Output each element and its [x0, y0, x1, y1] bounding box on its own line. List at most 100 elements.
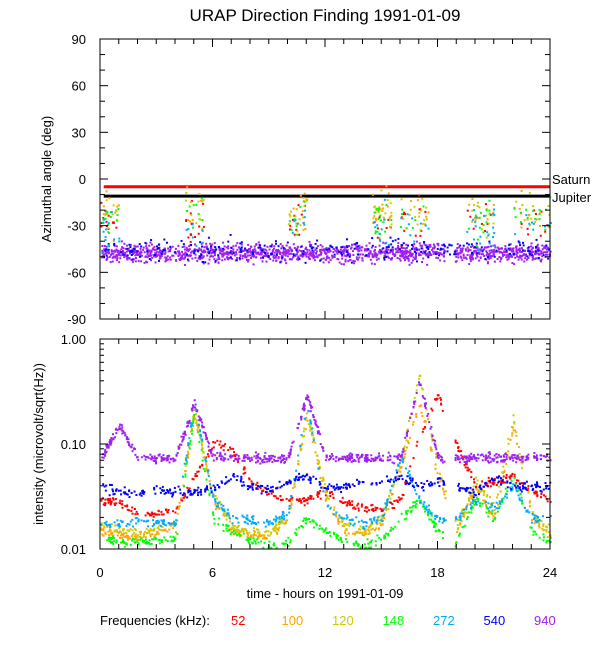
intensity-point-272: [355, 516, 357, 518]
intensity-point-940: [205, 435, 207, 437]
intensity-point-100: [294, 486, 296, 488]
intensity-point-52: [181, 500, 183, 502]
intensity-point-540: [179, 489, 181, 491]
direction-point-940: [340, 249, 342, 251]
direction-point-940: [151, 257, 153, 259]
direction-point-940: [411, 253, 413, 255]
direction-point-120: [383, 217, 385, 219]
intensity-point-272: [187, 444, 189, 446]
intensity-point-120: [408, 420, 410, 422]
direction-point-540: [278, 245, 280, 247]
direction-point-100: [103, 205, 105, 207]
direction-point-540: [106, 255, 108, 257]
intensity-point-272: [347, 516, 349, 518]
direction-point-940: [116, 245, 118, 247]
intensity-point-148: [392, 528, 394, 530]
intensity-point-148: [476, 498, 478, 500]
direction-point-540: [218, 246, 220, 248]
intensity-point-272: [386, 501, 388, 503]
intensity-point-540: [338, 488, 340, 490]
intensity-point-52: [158, 510, 160, 512]
intensity-point-52: [232, 448, 234, 450]
intensity-point-100: [348, 532, 350, 534]
intensity-point-120: [476, 483, 478, 485]
intensity-point-540: [141, 490, 143, 492]
direction-point-940: [366, 245, 368, 247]
direction-point-540: [535, 246, 537, 248]
intensity-point-540: [241, 485, 243, 487]
intensity-point-940: [403, 450, 405, 452]
intensity-point-52: [329, 492, 331, 494]
intensity-point-540: [167, 490, 169, 492]
direction-point-940: [430, 254, 432, 256]
intensity-point-540: [422, 486, 424, 488]
intensity-point-148: [390, 527, 392, 529]
intensity-point-540: [240, 478, 242, 480]
direction-point-120: [422, 223, 424, 225]
direction-point-940: [368, 253, 370, 255]
direction-point-940: [180, 258, 182, 260]
intensity-point-100: [385, 509, 387, 511]
direction-point-940: [210, 253, 212, 255]
intensity-point-272: [343, 517, 345, 519]
intensity-point-120: [314, 442, 316, 444]
intensity-point-940: [506, 454, 508, 456]
direction-point-148: [382, 221, 384, 223]
direction-point-940: [160, 257, 162, 259]
intensity-point-940: [255, 451, 257, 453]
direction-point-940: [274, 252, 276, 254]
intensity-point-540: [518, 487, 520, 489]
direction-point-940: [466, 258, 468, 260]
intensity-point-120: [254, 531, 256, 533]
intensity-point-52: [317, 491, 319, 493]
direction-point-272: [292, 232, 294, 234]
direction-point-148: [527, 217, 529, 219]
intensity-point-272: [162, 523, 164, 525]
intensity-point-148: [192, 418, 194, 420]
direction-point-52: [527, 228, 529, 230]
direction-point-940: [501, 248, 503, 250]
direction-point-540: [421, 247, 423, 249]
direction-point-940: [203, 255, 205, 257]
direction-point-940: [291, 250, 293, 252]
direction-point-100: [304, 228, 306, 230]
intensity-point-120: [258, 532, 260, 534]
intensity-point-540: [532, 489, 534, 491]
direction-point-940: [272, 260, 274, 262]
intensity-point-272: [376, 522, 378, 524]
direction-point-940: [467, 247, 469, 249]
intensity-point-540: [426, 480, 428, 482]
direction-point-940: [275, 257, 277, 259]
intensity-point-272: [227, 509, 229, 511]
intensity-point-120: [529, 500, 531, 502]
direction-point-540: [131, 254, 133, 256]
intensity-point-940: [509, 458, 511, 460]
intensity-point-148: [458, 535, 460, 537]
intensity-point-100: [412, 424, 414, 426]
intensity-point-120: [248, 532, 250, 534]
intensity-point-52: [368, 509, 370, 511]
intensity-point-540: [302, 479, 304, 481]
intensity-point-120: [457, 524, 459, 526]
intensity-point-940: [220, 458, 222, 460]
direction-point-272: [466, 231, 468, 233]
intensity-point-940: [437, 453, 439, 455]
intensity-point-100: [123, 532, 125, 534]
intensity-point-940: [163, 459, 165, 461]
intensity-point-52: [442, 410, 444, 412]
direction-point-148: [532, 210, 534, 212]
intensity-point-100: [374, 529, 376, 531]
intensity-point-148: [198, 441, 200, 443]
intensity-point-100: [175, 531, 177, 533]
intensity-point-540: [200, 489, 202, 491]
intensity-point-52: [376, 507, 378, 509]
intensity-point-52: [509, 478, 511, 480]
intensity-point-272: [531, 522, 533, 524]
intensity-point-148: [273, 542, 275, 544]
direction-point-540: [316, 240, 318, 242]
direction-point-940: [460, 252, 462, 254]
intensity-point-940: [180, 436, 182, 438]
direction-point-540: [163, 239, 165, 241]
intensity-point-272: [389, 489, 391, 491]
direction-point-940: [224, 258, 226, 260]
